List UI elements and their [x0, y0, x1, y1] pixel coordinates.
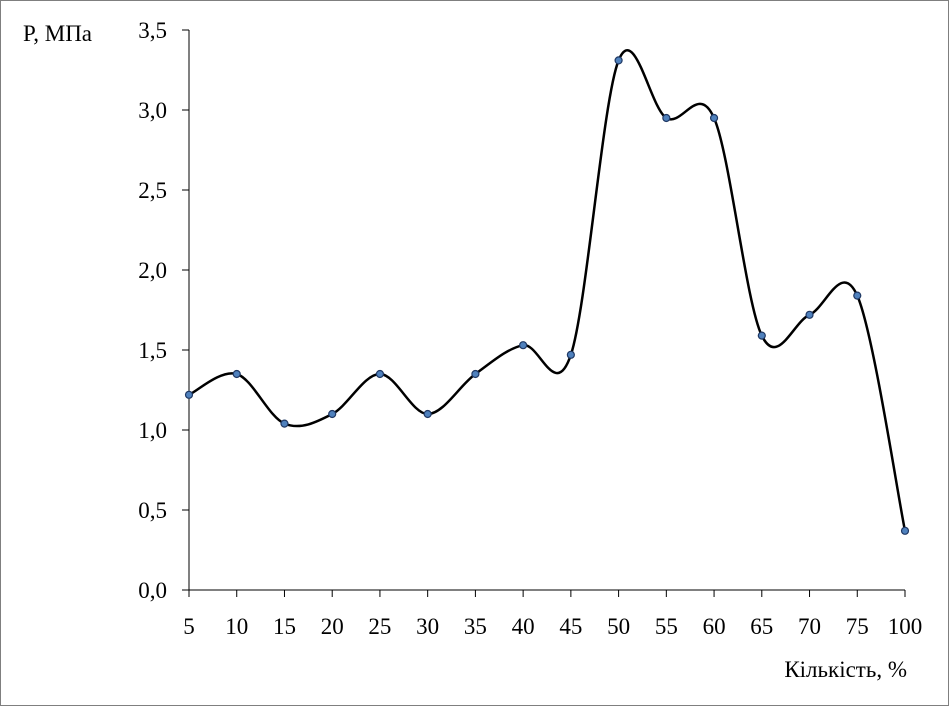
x-tick-label: 50 — [607, 614, 630, 639]
data-point-55 — [662, 113, 671, 123]
data-point-60 — [709, 113, 719, 123]
y-tick-label: 1,5 — [138, 338, 167, 363]
y-tick-label: 0,0 — [138, 578, 167, 603]
x-tick-label: 20 — [321, 614, 344, 639]
y-tick-label: 2,5 — [138, 178, 167, 203]
y-tick-label: 1,0 — [138, 418, 167, 443]
data-point-5 — [184, 390, 194, 399]
x-tick-label: 45 — [559, 614, 582, 639]
data-point-75 — [853, 291, 862, 300]
data-point-25 — [375, 369, 385, 379]
x-tick-label: 25 — [368, 614, 391, 639]
data-point-15 — [280, 419, 289, 428]
data-point-35 — [471, 369, 480, 379]
y-tick-label: 2,0 — [138, 258, 167, 283]
x-axis-title: Кількість, % — [784, 657, 907, 682]
x-tick-label: 30 — [416, 614, 439, 639]
y-tick-label: 0,5 — [138, 498, 167, 523]
x-tick-label: 65 — [750, 614, 773, 639]
data-point-30 — [423, 409, 432, 419]
data-point-20 — [328, 409, 337, 419]
x-tick-labels: 5 10 15 20 25 30 35 40 45 50 55 60 65 70 75 100 — [183, 614, 922, 639]
x-tick-label: 75 — [846, 614, 869, 639]
x-tick-label: 10 — [225, 614, 248, 639]
data-points — [184, 56, 910, 535]
y-tick-labels: 0,0 0,5 1,0 1,5 2,0 2,5 3,0 3,5 — [138, 18, 167, 603]
x-tick-label: 35 — [464, 614, 487, 639]
data-point-70 — [805, 310, 814, 319]
x-tick-label: 70 — [798, 614, 821, 639]
data-point-65 — [757, 331, 766, 340]
data-point-10 — [232, 369, 241, 379]
x-tick-label: 15 — [273, 614, 296, 639]
x-tick-label: 40 — [512, 614, 535, 639]
y-tick-label: 3,5 — [138, 18, 167, 43]
data-point-50 — [614, 56, 623, 65]
data-point-40 — [519, 341, 528, 350]
series-line — [188, 49, 907, 532]
data-point-100 — [900, 526, 910, 535]
x-tick-label: 100 — [888, 614, 923, 639]
data-point-45 — [566, 350, 575, 359]
y-tick-label: 3,0 — [138, 98, 167, 123]
axes — [182, 29, 906, 597]
y-axis-title: P, МПа — [23, 21, 92, 46]
x-tick-label: 55 — [655, 614, 678, 639]
x-tick-label: 60 — [703, 614, 726, 639]
x-tick-label: 5 — [183, 614, 195, 639]
